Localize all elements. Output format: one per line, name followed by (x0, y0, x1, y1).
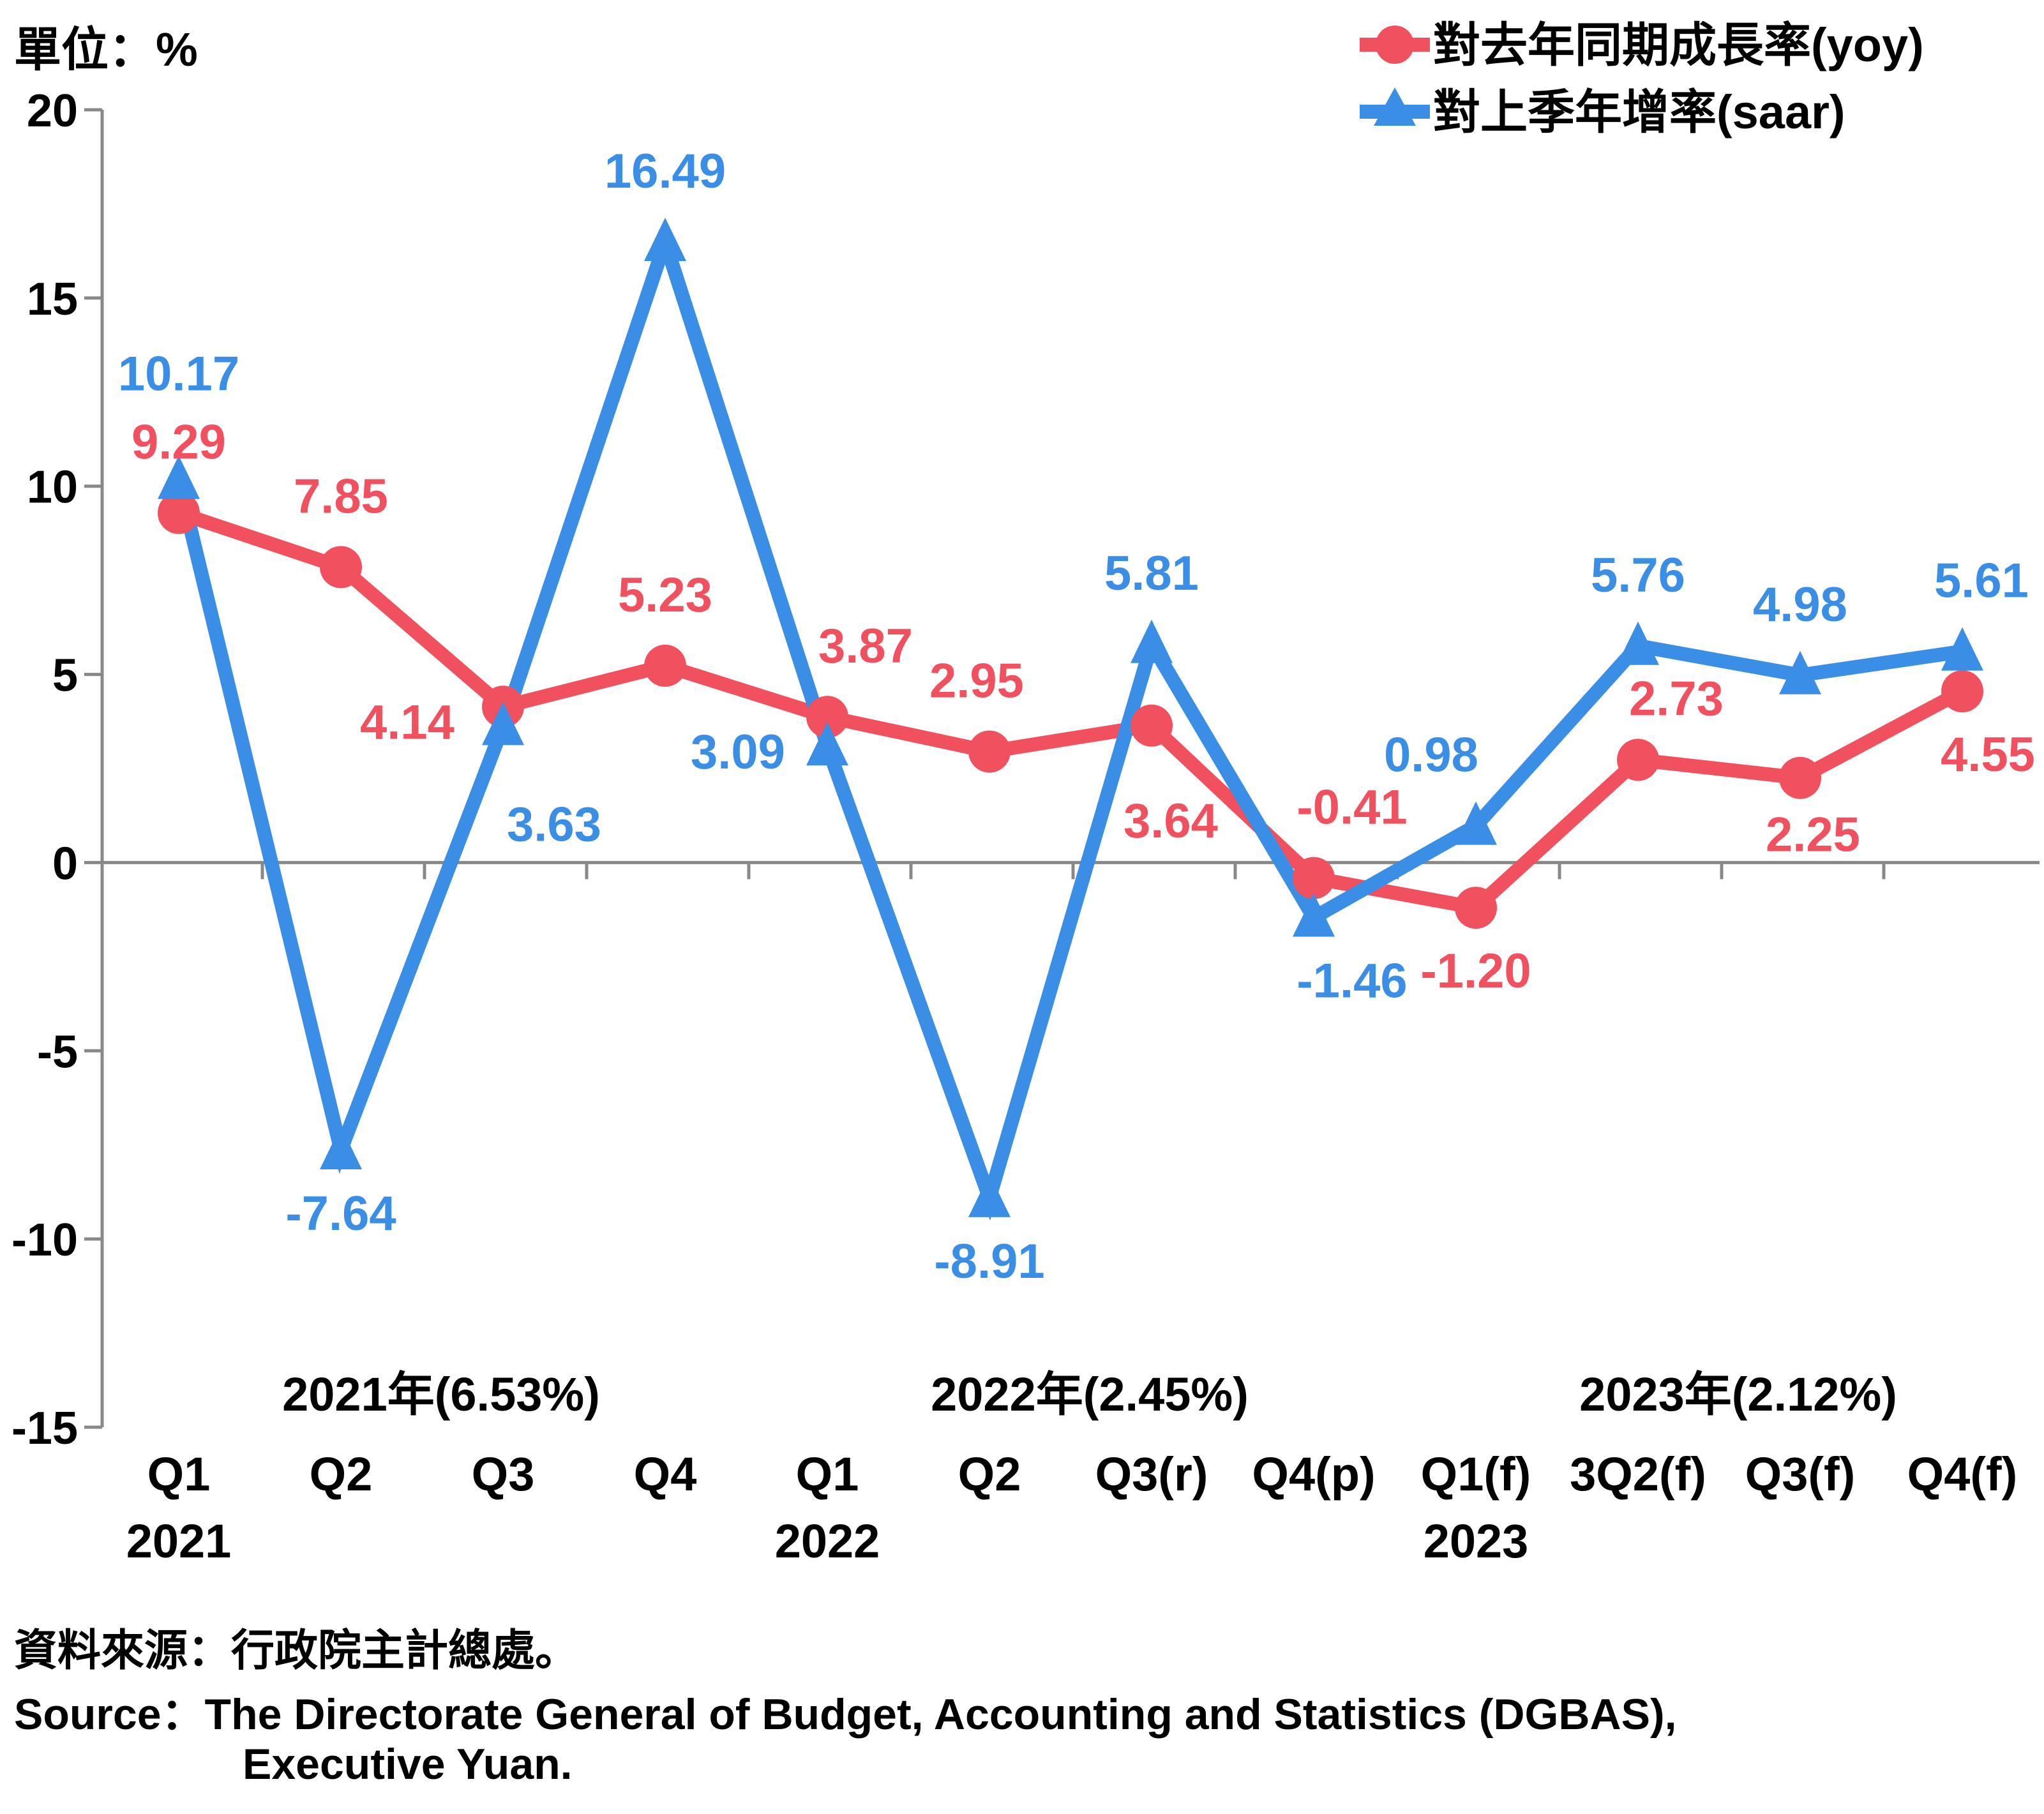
series-saar-point (644, 217, 686, 261)
series-yoy-data-label: 2.95 (929, 654, 1024, 708)
series-yoy-data-label: -1.20 (1420, 944, 1531, 998)
series-saar-point (1293, 893, 1335, 937)
legend-circle-marker (1376, 26, 1414, 64)
series-yoy-point (158, 491, 200, 534)
series-saar-point (1617, 621, 1659, 665)
series-yoy-point (320, 546, 362, 588)
series-saar-data-label: 5.76 (1591, 548, 1685, 603)
series-saar-line (172, 219, 1964, 1221)
year-label: 2022 (775, 1515, 880, 1568)
series-saar-data-label: -1.46 (1296, 954, 1407, 1008)
series-yoy-data-label: 2.73 (1629, 671, 1724, 726)
unit-label: 單位：% (14, 23, 198, 76)
legend-label-saar: 對上季年增率(saar) (1433, 86, 1845, 139)
series-yoy-data-label: 2.25 (1766, 808, 1860, 862)
x-tick-label: Q3(f) (1745, 1448, 1856, 1501)
series-saar-point (1455, 801, 1497, 845)
y-tick-label: 20 (27, 86, 78, 137)
series-yoy-line (176, 506, 1966, 915)
series-saar-data-label: 5.81 (1104, 546, 1199, 601)
series-yoy-data-label: 3.64 (1123, 794, 1218, 848)
series-yoy-data-label: 3.87 (818, 619, 913, 673)
x-tick-label: Q1 (147, 1448, 211, 1501)
series-yoy-point (1941, 670, 1983, 713)
x-tick-label: Q3(r) (1095, 1448, 1208, 1501)
series-saar-data-label: 3.63 (507, 797, 601, 851)
series-yoy-data-label: 5.23 (618, 568, 712, 622)
series-yoy-point (1455, 887, 1497, 929)
series-saar-data-label: 4.98 (1753, 578, 1847, 632)
series-saar-point (158, 455, 200, 499)
series-yoy-point (1293, 857, 1335, 899)
series-saar-point (482, 701, 524, 746)
annual-label: 2023年(2.12%) (1579, 1368, 1897, 1421)
source-zh: 資料來源：行政院主計總處。 (14, 1626, 579, 1675)
series-saar-data-label: 16.49 (605, 144, 726, 199)
year-label: 2021 (126, 1515, 232, 1568)
x-tick-label: 3Q2(f) (1570, 1448, 1706, 1501)
source-en-line2: Executive Yuan. (243, 1740, 573, 1788)
series-yoy-data-label: 4.14 (360, 695, 455, 749)
x-tick-label: Q4(f) (1907, 1448, 2018, 1501)
x-tick-label: Q4 (634, 1448, 697, 1501)
series-saar-data-label: 0.98 (1384, 728, 1478, 783)
series-saar-data-label: 5.61 (1934, 554, 2029, 608)
series-yoy-point (806, 696, 848, 738)
series-yoy-data-label: 4.55 (1941, 728, 2035, 782)
series-saar-data-label: -7.64 (285, 1187, 396, 1241)
series-yoy-data-label: 9.29 (132, 416, 226, 470)
series-saar-point (1131, 619, 1173, 663)
y-tick-label: 0 (52, 838, 78, 889)
x-tick-label: Q1 (796, 1448, 859, 1501)
annual-label: 2022年(2.45%) (931, 1368, 1249, 1421)
annual-label: 2021年(6.53%) (282, 1368, 600, 1421)
y-tick-label: 15 (27, 274, 78, 325)
source-en-line1: Source：The Directorate General of Budget… (14, 1690, 1677, 1739)
legend-label-yoy: 對去年同期成長率(yoy) (1433, 19, 1924, 71)
x-tick-label: Q4(p) (1252, 1448, 1375, 1501)
series-yoy-point (1617, 738, 1659, 781)
series-saar-data-label: 10.17 (118, 347, 239, 401)
x-tick-label: Q2 (958, 1448, 1021, 1501)
x-tick-label: Q1(f) (1421, 1448, 1531, 1501)
y-tick-label: -15 (11, 1403, 78, 1454)
x-tick-label: Q3 (472, 1448, 535, 1501)
series-saar-data-label: 3.09 (691, 725, 785, 779)
y-tick-label: 5 (52, 650, 78, 701)
series-saar-point (806, 722, 848, 766)
series-yoy-data-label: -0.41 (1296, 781, 1407, 835)
year-label: 2023 (1424, 1515, 1529, 1568)
series-yoy-point (968, 730, 1011, 773)
series-yoy-point (1779, 756, 1821, 799)
series-yoy-point (1131, 704, 1173, 747)
x-tick-label: Q2 (310, 1448, 373, 1501)
y-tick-label: 10 (27, 462, 78, 513)
y-tick-label: -5 (37, 1026, 78, 1077)
series-saar-point (968, 1173, 1011, 1217)
series-saar-point (320, 1125, 362, 1169)
series-saar-point (1779, 650, 1821, 694)
series-yoy-data-label: 7.85 (294, 470, 388, 524)
series-saar-point (1941, 627, 1983, 671)
legend-triangle-marker (1374, 87, 1416, 126)
y-tick-label: -10 (11, 1215, 78, 1266)
series-saar-data-label: -8.91 (934, 1234, 1044, 1289)
series-yoy-point (644, 645, 686, 687)
